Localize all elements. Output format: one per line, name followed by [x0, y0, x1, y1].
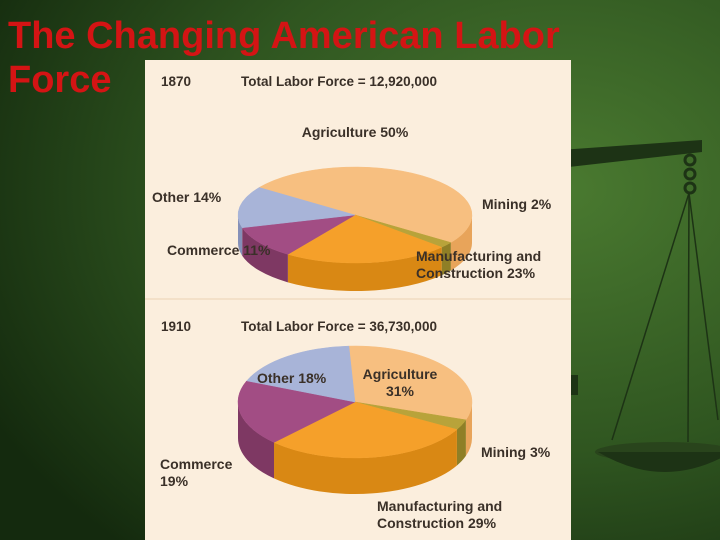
scales-of-justice-icon	[560, 140, 720, 472]
slice-label-commerce: Commerce 11%	[167, 242, 271, 258]
chart-divider	[145, 298, 571, 300]
slice-label-agriculture: Agriculture 50%	[302, 124, 409, 140]
slice-label-agriculture: Agriculture 31%	[363, 366, 438, 399]
pie-side-other	[238, 215, 243, 256]
pie-slice-other	[237, 187, 356, 229]
chart-total-label: Total Labor Force = 36,730,000	[241, 319, 437, 334]
pie-chart-1910: 1910 Total Labor Force = 36,730,000 Agri…	[145, 300, 571, 540]
pie-side-agriculture	[465, 402, 472, 456]
chart-year: 1910	[161, 319, 191, 334]
pie-side-manufacturing-and-construction	[287, 247, 442, 291]
slice-label-other: Other 18%	[257, 370, 327, 386]
pie-slice-other	[246, 345, 356, 403]
pie-side-commerce	[242, 227, 288, 283]
pie-slice-manufacturing-and-construction	[273, 401, 458, 459]
pie-slice-agriculture	[348, 345, 473, 421]
slice-label-manufacturing-and-construction: Manufacturing and Construction 29%	[377, 498, 502, 531]
pie-slice-manufacturing-and-construction	[287, 214, 443, 264]
slide-title: The Changing American Labor Force	[8, 15, 560, 101]
pie-side-manufacturing-and-construction	[274, 429, 457, 494]
chart-total-label: Total Labor Force = 12,920,000	[241, 74, 437, 89]
pie-side-mining	[456, 419, 466, 466]
pie-side-agriculture	[450, 215, 472, 271]
slice-label-other: Other 14%	[152, 189, 222, 205]
pie-chart-1870-svg: 1870 Total Labor Force = 12,920,000 Agri…	[152, 74, 552, 291]
pie-chart-1910-svg: 1910 Total Labor Force = 36,730,000 Agri…	[160, 319, 551, 531]
chart-year: 1870	[161, 74, 191, 89]
pie-side-mining	[441, 242, 451, 276]
pie-slice-agriculture	[258, 166, 473, 243]
slice-label-manufacturing-and-construction: Manufacturing and Construction 23%	[416, 248, 541, 281]
slice-label-mining: Mining 2%	[482, 196, 552, 212]
slice-label-mining: Mining 3%	[481, 444, 551, 460]
pie-side-commerce	[238, 402, 275, 479]
pie-slice-commerce	[237, 380, 356, 443]
slice-label-commerce: Commerce 19%	[160, 456, 233, 489]
pie-slice-commerce	[241, 214, 356, 255]
pie-chart-1870: 1870 Total Labor Force = 12,920,000 Agri…	[145, 60, 571, 300]
